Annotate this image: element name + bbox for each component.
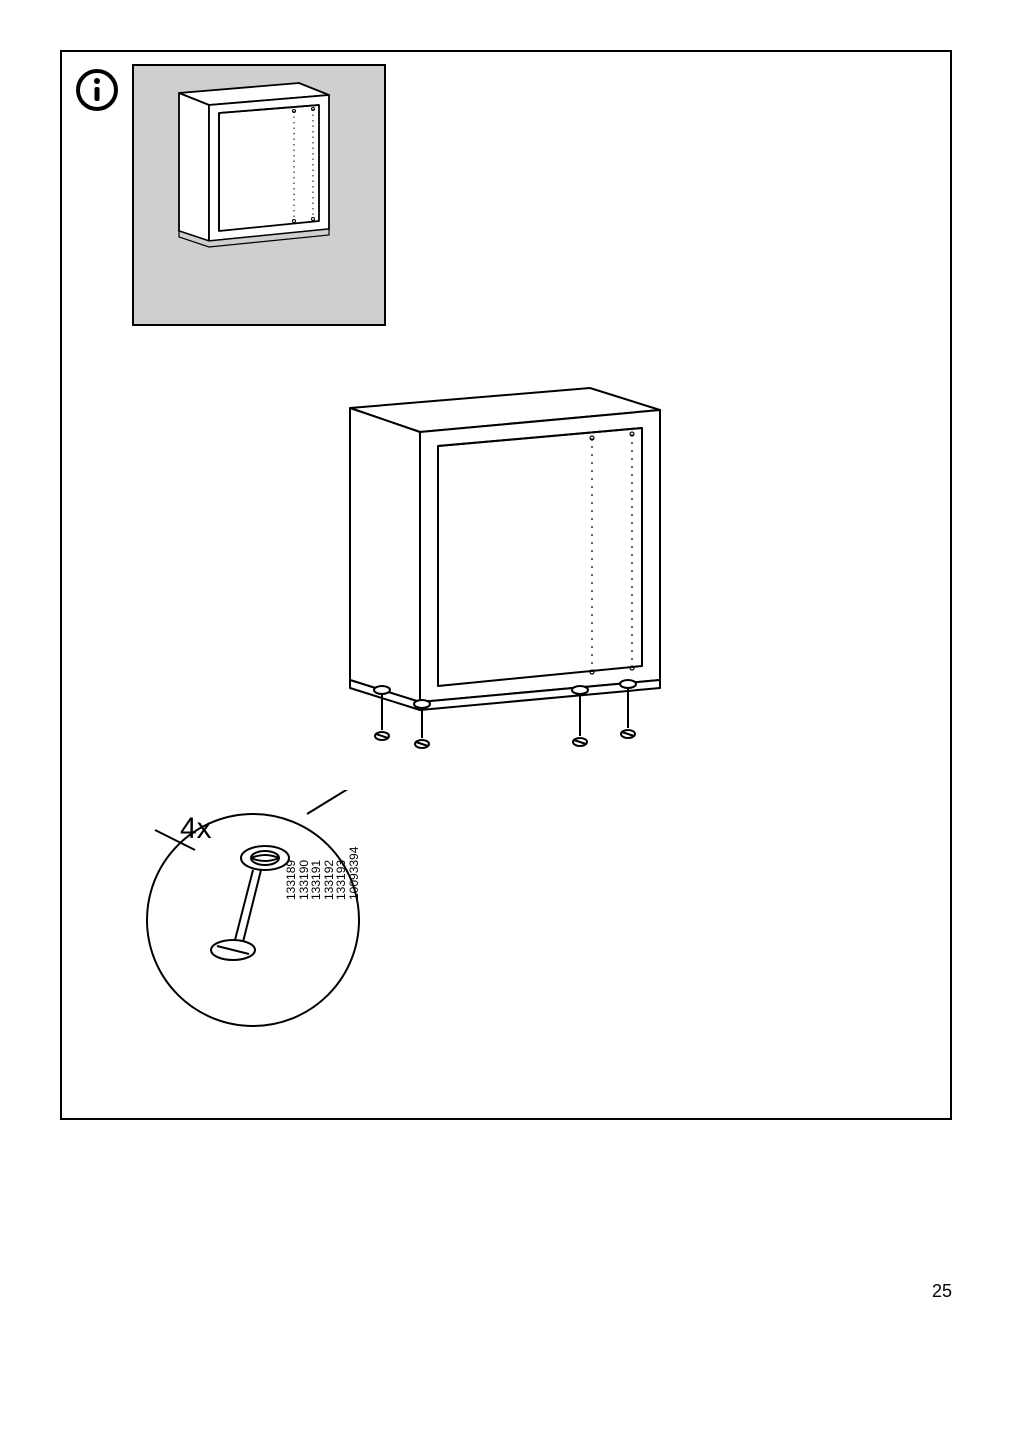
part-number: 133189 — [285, 847, 298, 900]
hardware-callout — [135, 790, 425, 1050]
main-cabinet-diagram — [330, 380, 690, 780]
wall-cabinet-small — [169, 71, 349, 261]
part-number: 133191 — [310, 847, 323, 900]
part-numbers-list: 133189 133190 133191 133192 133193 10093… — [285, 847, 361, 900]
quantity-label: 4x — [180, 812, 212, 846]
info-icon — [75, 68, 119, 112]
part-number: 10093394 — [348, 847, 361, 900]
page-number: 25 — [932, 1281, 952, 1302]
wall-mount-inset — [132, 64, 386, 326]
